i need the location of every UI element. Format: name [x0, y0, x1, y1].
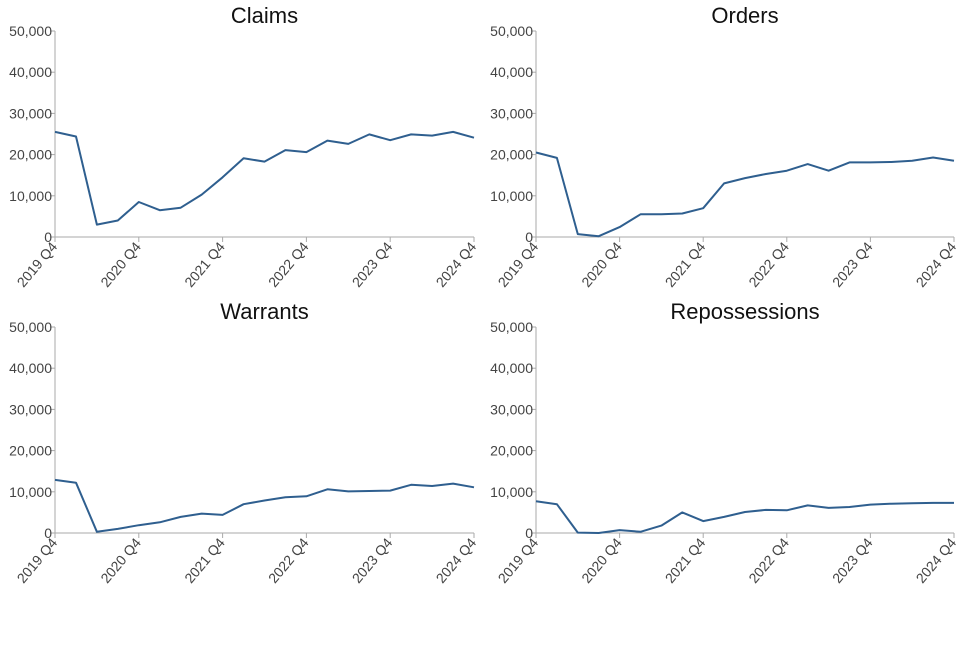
series-line — [54, 130, 475, 226]
x-tick-label: 2022 Q4 — [265, 534, 312, 586]
x-tick-label: 2023 Q4 — [829, 534, 876, 586]
chart-panel-1: Orders 0 10,000 20,000 30,000 40,000 50,000 201… — [490, 3, 959, 290]
y-tick-label: 20,000 — [9, 147, 52, 163]
panel-title: Orders — [711, 3, 778, 28]
x-tick-label: 2024 Q4 — [433, 238, 480, 290]
x-tick-label: 2022 Q4 — [265, 238, 312, 290]
x-tick-label: 2021 Q4 — [181, 238, 228, 290]
y-tick-label: 10,000 — [9, 188, 52, 204]
x-tick-label: 2023 Q4 — [349, 238, 396, 290]
x-tick-label: 2023 Q4 — [829, 238, 876, 290]
y-tick-label: 0 — [525, 525, 533, 541]
x-tick-label: 2024 Q4 — [913, 534, 960, 586]
y-tick-label: 10,000 — [9, 484, 52, 500]
chart-panel-2: Warrants 0 10,000 20,000 30,000 40,000 50,000 2… — [9, 299, 479, 586]
y-tick-label: 0 — [44, 525, 52, 541]
x-tick-label: 2021 Q4 — [181, 534, 228, 586]
y-tick-label: 50,000 — [9, 319, 52, 335]
x-tick-label: 2019 Q4 — [495, 238, 542, 290]
y-tick-label: 20,000 — [490, 147, 533, 163]
y-tick-label: 20,000 — [490, 443, 533, 459]
panel-title: Claims — [231, 3, 298, 28]
y-tick-label: 30,000 — [9, 105, 52, 121]
y-tick-label: 50,000 — [490, 319, 533, 335]
y-tick-label: 30,000 — [490, 105, 533, 121]
chart-panel-0: Claims 0 10,000 20,000 30,000 40,000 50,000 201… — [9, 3, 479, 290]
x-tick-label: 2022 Q4 — [745, 238, 792, 290]
series-line — [54, 478, 475, 533]
y-tick-label: 0 — [525, 229, 533, 245]
y-tick-label: 40,000 — [9, 360, 52, 376]
x-tick-label: 2021 Q4 — [662, 238, 709, 290]
y-tick-label: 40,000 — [490, 360, 533, 376]
x-tick-label: 2020 Q4 — [97, 238, 144, 290]
y-tick-label: 0 — [44, 229, 52, 245]
x-tick-label: 2024 Q4 — [913, 238, 960, 290]
x-tick-label: 2022 Q4 — [745, 534, 792, 586]
x-tick-label: 2024 Q4 — [433, 534, 480, 586]
x-tick-label: 2020 Q4 — [578, 238, 625, 290]
y-tick-label: 40,000 — [490, 64, 533, 80]
x-tick-label: 2019 Q4 — [14, 238, 61, 290]
y-tick-label: 10,000 — [490, 484, 533, 500]
y-tick-label: 50,000 — [490, 23, 533, 39]
x-tick-label: 2020 Q4 — [97, 534, 144, 586]
chart-panel-3: Repossessions 0 10,000 20,000 30,000 40,000 50… — [490, 299, 959, 586]
x-tick-label: 2019 Q4 — [495, 534, 542, 586]
x-tick-label: 2021 Q4 — [662, 534, 709, 586]
panel-title: Warrants — [220, 299, 308, 324]
y-tick-label: 50,000 — [9, 23, 52, 39]
y-tick-label: 10,000 — [490, 188, 533, 204]
series-line — [535, 500, 954, 534]
x-tick-label: 2019 Q4 — [14, 534, 61, 586]
y-tick-label: 40,000 — [9, 64, 52, 80]
y-tick-label: 30,000 — [9, 401, 52, 417]
y-tick-label: 30,000 — [490, 401, 533, 417]
panel-title: Repossessions — [670, 299, 819, 324]
y-tick-label: 20,000 — [9, 443, 52, 459]
x-tick-label: 2023 Q4 — [349, 534, 396, 586]
x-tick-label: 2020 Q4 — [578, 534, 625, 586]
series-line — [535, 151, 955, 238]
